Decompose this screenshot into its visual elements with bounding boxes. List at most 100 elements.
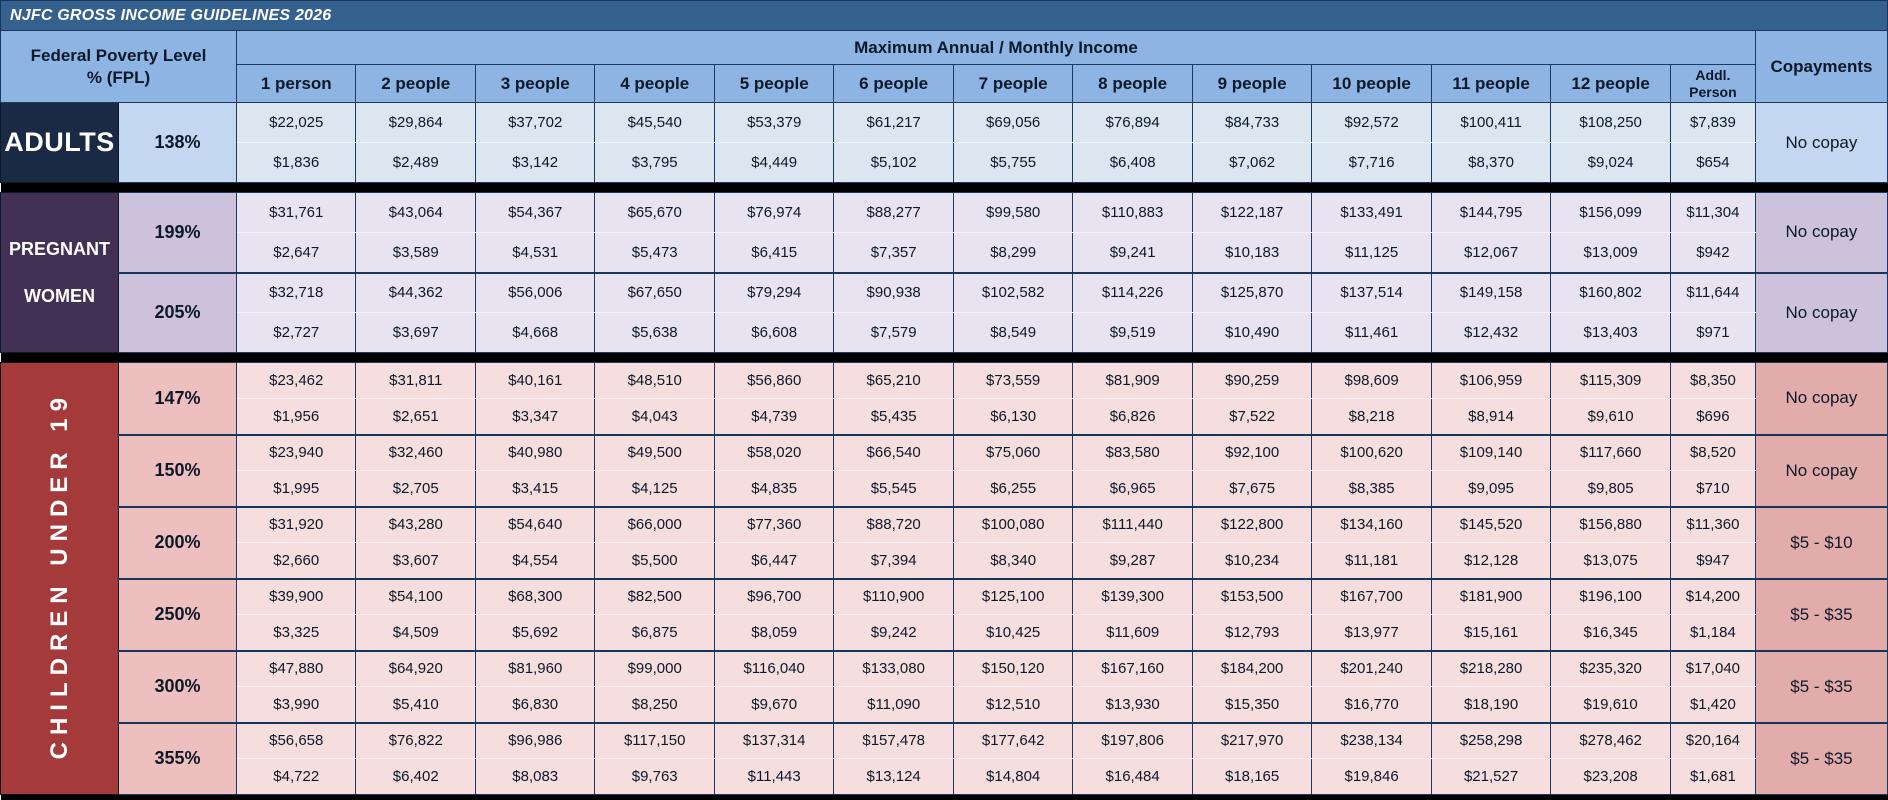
annual-income-cell: $145,520 <box>1430 505 1552 543</box>
annual-income-cell: $99,000 <box>594 649 715 687</box>
annual-income-cell: $100,080 <box>952 505 1074 543</box>
annual-income-cell: $167,700 <box>1311 577 1432 615</box>
annual-income-cell: $32,460 <box>355 433 476 471</box>
annual-income-cell: $117,660 <box>1550 433 1671 471</box>
annual-income-cell: $61,217 <box>833 102 954 143</box>
monthly-income-cell: $7,716 <box>1311 142 1432 183</box>
sheet-title: NJFC GROSS INCOME GUIDELINES 2026 <box>0 0 1888 31</box>
fpl-percent-cell: 250% <box>118 577 237 651</box>
monthly-income-cell: $12,510 <box>952 686 1074 723</box>
annual-income-cell: $17,040 <box>1669 649 1756 687</box>
copay-cell: No copay <box>1754 102 1888 183</box>
annual-income-cell: $133,080 <box>833 649 954 687</box>
monthly-income-cell: $13,403 <box>1550 312 1671 353</box>
annual-income-cell: $14,200 <box>1669 577 1756 615</box>
copay-cell: $5 - $35 <box>1754 649 1888 723</box>
annual-income-cell: $11,304 <box>1669 192 1756 233</box>
annual-income-cell: $79,294 <box>713 271 835 313</box>
monthly-income-cell: $2,705 <box>355 470 476 507</box>
monthly-income-cell: $710 <box>1669 470 1756 507</box>
bottom-bar <box>0 794 1888 800</box>
household-size-header: 7 people <box>952 64 1074 103</box>
fpl-percent-cell: 205% <box>118 271 237 353</box>
fpl-percent-cell: 150% <box>118 433 237 507</box>
monthly-income-cell: $13,009 <box>1550 232 1671 273</box>
annual-income-cell: $65,670 <box>594 192 715 233</box>
annual-income-cell: $77,360 <box>713 505 835 543</box>
section-label-text: CHILDREN UNDER 19 <box>45 390 73 760</box>
monthly-income-cell: $9,095 <box>1430 470 1552 507</box>
annual-income-cell: $115,309 <box>1550 362 1671 399</box>
monthly-income-cell: $5,410 <box>355 686 476 723</box>
annual-income-cell: $149,158 <box>1430 271 1552 313</box>
household-size-header: 6 people <box>833 64 954 103</box>
annual-income-cell: $92,100 <box>1191 433 1313 471</box>
monthly-income-cell: $6,402 <box>355 758 476 795</box>
monthly-income-cell: $8,299 <box>952 232 1074 273</box>
annual-income-cell: $67,650 <box>594 271 715 313</box>
annual-income-cell: $11,360 <box>1669 505 1756 543</box>
annual-income-cell: $69,056 <box>952 102 1074 143</box>
monthly-income-cell: $654 <box>1669 142 1756 183</box>
monthly-income-cell: $5,473 <box>594 232 715 273</box>
monthly-income-cell: $8,549 <box>952 312 1074 353</box>
section-label-children: CHILDREN UNDER 19 <box>0 362 119 795</box>
annual-income-cell: $137,314 <box>713 721 835 759</box>
annual-income-cell: $125,870 <box>1191 271 1313 313</box>
annual-income-cell: $76,894 <box>1072 102 1193 143</box>
monthly-income-cell: $16,770 <box>1311 686 1432 723</box>
monthly-income-cell: $2,489 <box>355 142 476 183</box>
annual-income-cell: $197,806 <box>1072 721 1193 759</box>
monthly-income-cell: $12,793 <box>1191 614 1313 651</box>
monthly-income-cell: $3,990 <box>235 686 357 723</box>
annual-income-cell: $116,040 <box>713 649 835 687</box>
annual-income-cell: $49,500 <box>594 433 715 471</box>
annual-income-cell: $110,900 <box>833 577 954 615</box>
annual-income-cell: $40,980 <box>474 433 596 471</box>
monthly-income-cell: $6,826 <box>1072 398 1193 435</box>
annual-income-cell: $65,210 <box>833 362 954 399</box>
monthly-income-cell: $11,090 <box>833 686 954 723</box>
annual-income-cell: $177,642 <box>952 721 1074 759</box>
monthly-income-cell: $7,062 <box>1191 142 1313 183</box>
annual-income-cell: $73,559 <box>952 362 1074 399</box>
monthly-income-cell: $8,218 <box>1311 398 1432 435</box>
annual-income-cell: $11,644 <box>1669 271 1756 313</box>
monthly-income-cell: $2,647 <box>235 232 357 273</box>
copay-cell: No copay <box>1754 271 1888 353</box>
section-separator <box>0 352 1888 363</box>
monthly-income-cell: $8,250 <box>594 686 715 723</box>
annual-income-cell: $20,164 <box>1669 721 1756 759</box>
monthly-income-cell: $10,425 <box>952 614 1074 651</box>
monthly-income-cell: $11,443 <box>713 758 835 795</box>
monthly-income-cell: $9,519 <box>1072 312 1193 353</box>
monthly-income-cell: $4,509 <box>355 614 476 651</box>
monthly-income-cell: $1,420 <box>1669 686 1756 723</box>
annual-income-cell: $82,500 <box>594 577 715 615</box>
section-separator <box>0 182 1888 193</box>
monthly-income-cell: $9,610 <box>1550 398 1671 435</box>
annual-income-cell: $37,702 <box>474 102 596 143</box>
monthly-income-cell: $10,490 <box>1191 312 1313 353</box>
annual-income-cell: $117,150 <box>594 721 715 759</box>
annual-income-cell: $111,440 <box>1072 505 1193 543</box>
annual-income-cell: $90,259 <box>1191 362 1313 399</box>
annual-income-cell: $88,720 <box>833 505 954 543</box>
copay-cell: $5 - $10 <box>1754 505 1888 579</box>
annual-income-cell: $96,986 <box>474 721 596 759</box>
monthly-income-cell: $11,125 <box>1311 232 1432 273</box>
annual-income-cell: $137,514 <box>1311 271 1432 313</box>
monthly-income-cell: $8,385 <box>1311 470 1432 507</box>
annual-income-cell: $66,000 <box>594 505 715 543</box>
monthly-income-cell: $10,234 <box>1191 542 1313 579</box>
monthly-income-cell: $4,739 <box>713 398 835 435</box>
monthly-income-cell: $23,208 <box>1550 758 1671 795</box>
annual-income-cell: $184,200 <box>1191 649 1313 687</box>
annual-income-cell: $139,300 <box>1072 577 1193 615</box>
annual-income-cell: $40,161 <box>474 362 596 399</box>
annual-income-cell: $44,362 <box>355 271 476 313</box>
fpl-percent-cell: 138% <box>118 102 237 183</box>
annual-income-cell: $278,462 <box>1550 721 1671 759</box>
monthly-income-cell: $15,161 <box>1430 614 1552 651</box>
